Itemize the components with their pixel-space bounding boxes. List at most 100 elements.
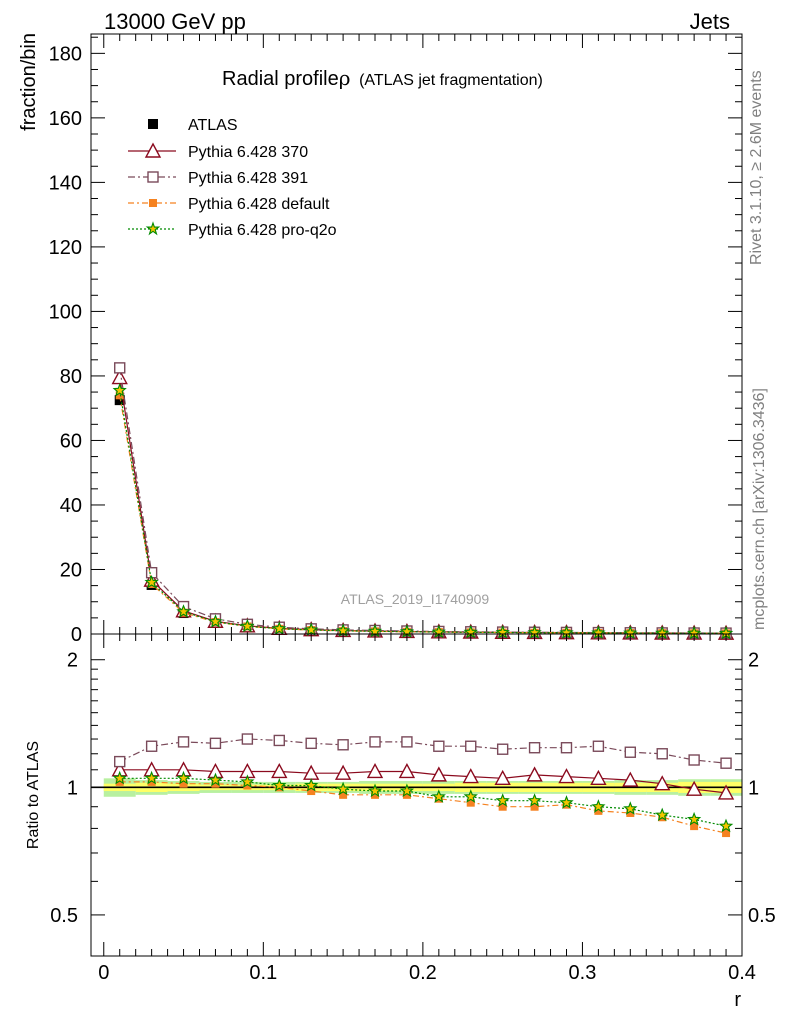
- ratio-x-ticks: 0 0.1 0.2 0.3 0.4: [98, 634, 756, 984]
- ratio-series-p370: [111, 761, 735, 800]
- ratio-point-pq2o: [367, 783, 383, 798]
- main-y-ticks: 0 20 40 60 80 100 120 140 160 180: [49, 36, 742, 646]
- main-point-pq2o: [335, 623, 351, 637]
- ratio-point-pq2o: [431, 789, 446, 803]
- main-panel: 0 20 40 60 80 100 120 140 160 180 fraction/bin Ra…: [18, 33, 743, 646]
- ratio-point-pq2o: [304, 777, 319, 792]
- ratio-point-pdefault: [402, 790, 411, 799]
- ratio-point-p391: [720, 757, 732, 769]
- ratio-y-tick-label: 0.5: [50, 905, 78, 927]
- ratio-point-p391: [273, 734, 285, 747]
- ratio-point-p370: [558, 768, 575, 784]
- ratio-point-pq2o: [144, 770, 159, 785]
- ratio-point-p391: [337, 739, 349, 751]
- ratio-series-pq2o: [112, 770, 734, 833]
- ratio-point-p370: [366, 762, 384, 779]
- legend-label-pq2o: Pythia 6.428 pro-q2o: [188, 222, 337, 239]
- ratio-point-p391: [688, 754, 700, 766]
- ratio-point-pq2o: [240, 774, 255, 788]
- ratio-x-tick-label: 0.4: [728, 962, 756, 984]
- ratio-y-tick-label: 1: [67, 777, 78, 799]
- analysis-watermark: ATLAS_2019_I1740909: [341, 591, 490, 607]
- main-point-atlas: [114, 395, 125, 406]
- main-point-p391: [114, 362, 126, 374]
- chart-title-main: Radial profile: [222, 68, 339, 90]
- legend-marker-p391: [147, 171, 159, 183]
- ratio-point-pq2o: [272, 777, 287, 792]
- legend-marker-pdefault: [149, 199, 157, 207]
- main-y-axis-label: fraction/bin: [18, 33, 40, 131]
- ratio-point-pq2o: [686, 811, 702, 826]
- ratio-point-p370: [494, 769, 511, 786]
- ratio-point-p391: [560, 742, 573, 754]
- main-line-pq2o: [119, 390, 727, 634]
- ratio-y-tick-label-right: 2: [748, 650, 759, 672]
- legend-marker-pq2o: [145, 221, 161, 236]
- ratio-y-tick-label-right: 0.5: [748, 905, 776, 927]
- ratio-point-p370: [334, 764, 352, 780]
- ratio-point-pq2o: [527, 793, 542, 807]
- legend-item-atlas: ATLAS: [148, 117, 238, 134]
- ratio-point-p391: [624, 746, 637, 758]
- ratio-point-p391: [369, 736, 381, 748]
- ratio-frame: [90, 633, 743, 957]
- legend-item-p370: Pythia 6.428 370: [128, 142, 308, 161]
- legend-label-atlas: ATLAS: [188, 117, 238, 134]
- ratio-point-p391: [465, 740, 477, 752]
- ratio-point-pdefault: [690, 822, 699, 831]
- header-right-label: Jets: [690, 9, 730, 34]
- rivet-label: Rivet 3.1.10, ≥ 2.6M events: [748, 70, 765, 265]
- main-y-tick-label: 40: [60, 495, 82, 517]
- ratio-point-pdefault: [307, 787, 316, 796]
- ratio-point-p370: [462, 768, 479, 784]
- ratio-y-axis-label: Ratio to ATLAS: [25, 741, 42, 849]
- ratio-point-p370: [526, 766, 543, 782]
- main-y-tick-label: 160: [49, 108, 82, 130]
- main-y-tick-label: 20: [60, 559, 82, 581]
- main-point-pdefault: [115, 391, 124, 400]
- ratio-line-pq2o: [119, 777, 727, 827]
- ratio-line-pdefault: [119, 781, 727, 834]
- ratio-point-pdefault: [243, 781, 252, 790]
- ratio-point-pq2o: [112, 770, 127, 785]
- main-y-tick-label: 120: [49, 237, 82, 259]
- main-point-pq2o: [112, 383, 127, 397]
- legend-marker-p370: [144, 142, 162, 158]
- ratio-point-p391: [433, 740, 445, 752]
- ratio-point-p370: [430, 766, 448, 782]
- ratio-point-pdefault: [530, 802, 539, 811]
- x-axis-label: r: [734, 989, 741, 1011]
- ratio-point-pdefault: [211, 779, 220, 788]
- ratio-point-pq2o: [591, 799, 606, 813]
- ratio-series-layer: [111, 733, 735, 838]
- ratio-point-pq2o: [335, 781, 351, 796]
- main-point-pq2o: [304, 622, 319, 637]
- chart-title-symbol: ρ: [339, 66, 351, 90]
- ratio-point-pdefault: [498, 802, 507, 811]
- ratio-y-tick-label: 2: [67, 650, 78, 672]
- ratio-point-p391: [528, 742, 541, 754]
- ratio-point-pdefault: [626, 808, 635, 817]
- legend-marker-atlas: [148, 119, 158, 129]
- ratio-point-p391: [401, 736, 413, 748]
- ratio-point-p370: [717, 784, 735, 800]
- ratio-line-p370: [119, 769, 727, 794]
- ratio-point-pdefault: [594, 806, 603, 815]
- main-point-pq2o: [176, 604, 191, 618]
- ratio-point-p391: [305, 737, 317, 750]
- ratio-point-pq2o: [655, 807, 670, 822]
- ratio-point-pq2o: [623, 801, 638, 815]
- ratio-point-pdefault: [179, 779, 188, 788]
- mcplots-label: mcplots.cern.ch [arXiv:1306.3436]: [751, 388, 768, 630]
- header-left-label: 13000 GeV pp: [104, 9, 246, 34]
- ratio-point-pq2o: [176, 770, 191, 785]
- ratio-point-p370: [685, 780, 703, 796]
- ratio-point-p391: [145, 740, 158, 752]
- ratio-point-pq2o: [463, 789, 478, 803]
- legend-item-p391: Pythia 6.428 391: [128, 170, 308, 187]
- ratio-point-p370: [622, 771, 639, 787]
- ratio-x-tick-label: 0.3: [569, 962, 597, 984]
- main-point-pq2o: [208, 614, 223, 628]
- legend-item-pdefault: Pythia 6.428 default: [128, 196, 330, 213]
